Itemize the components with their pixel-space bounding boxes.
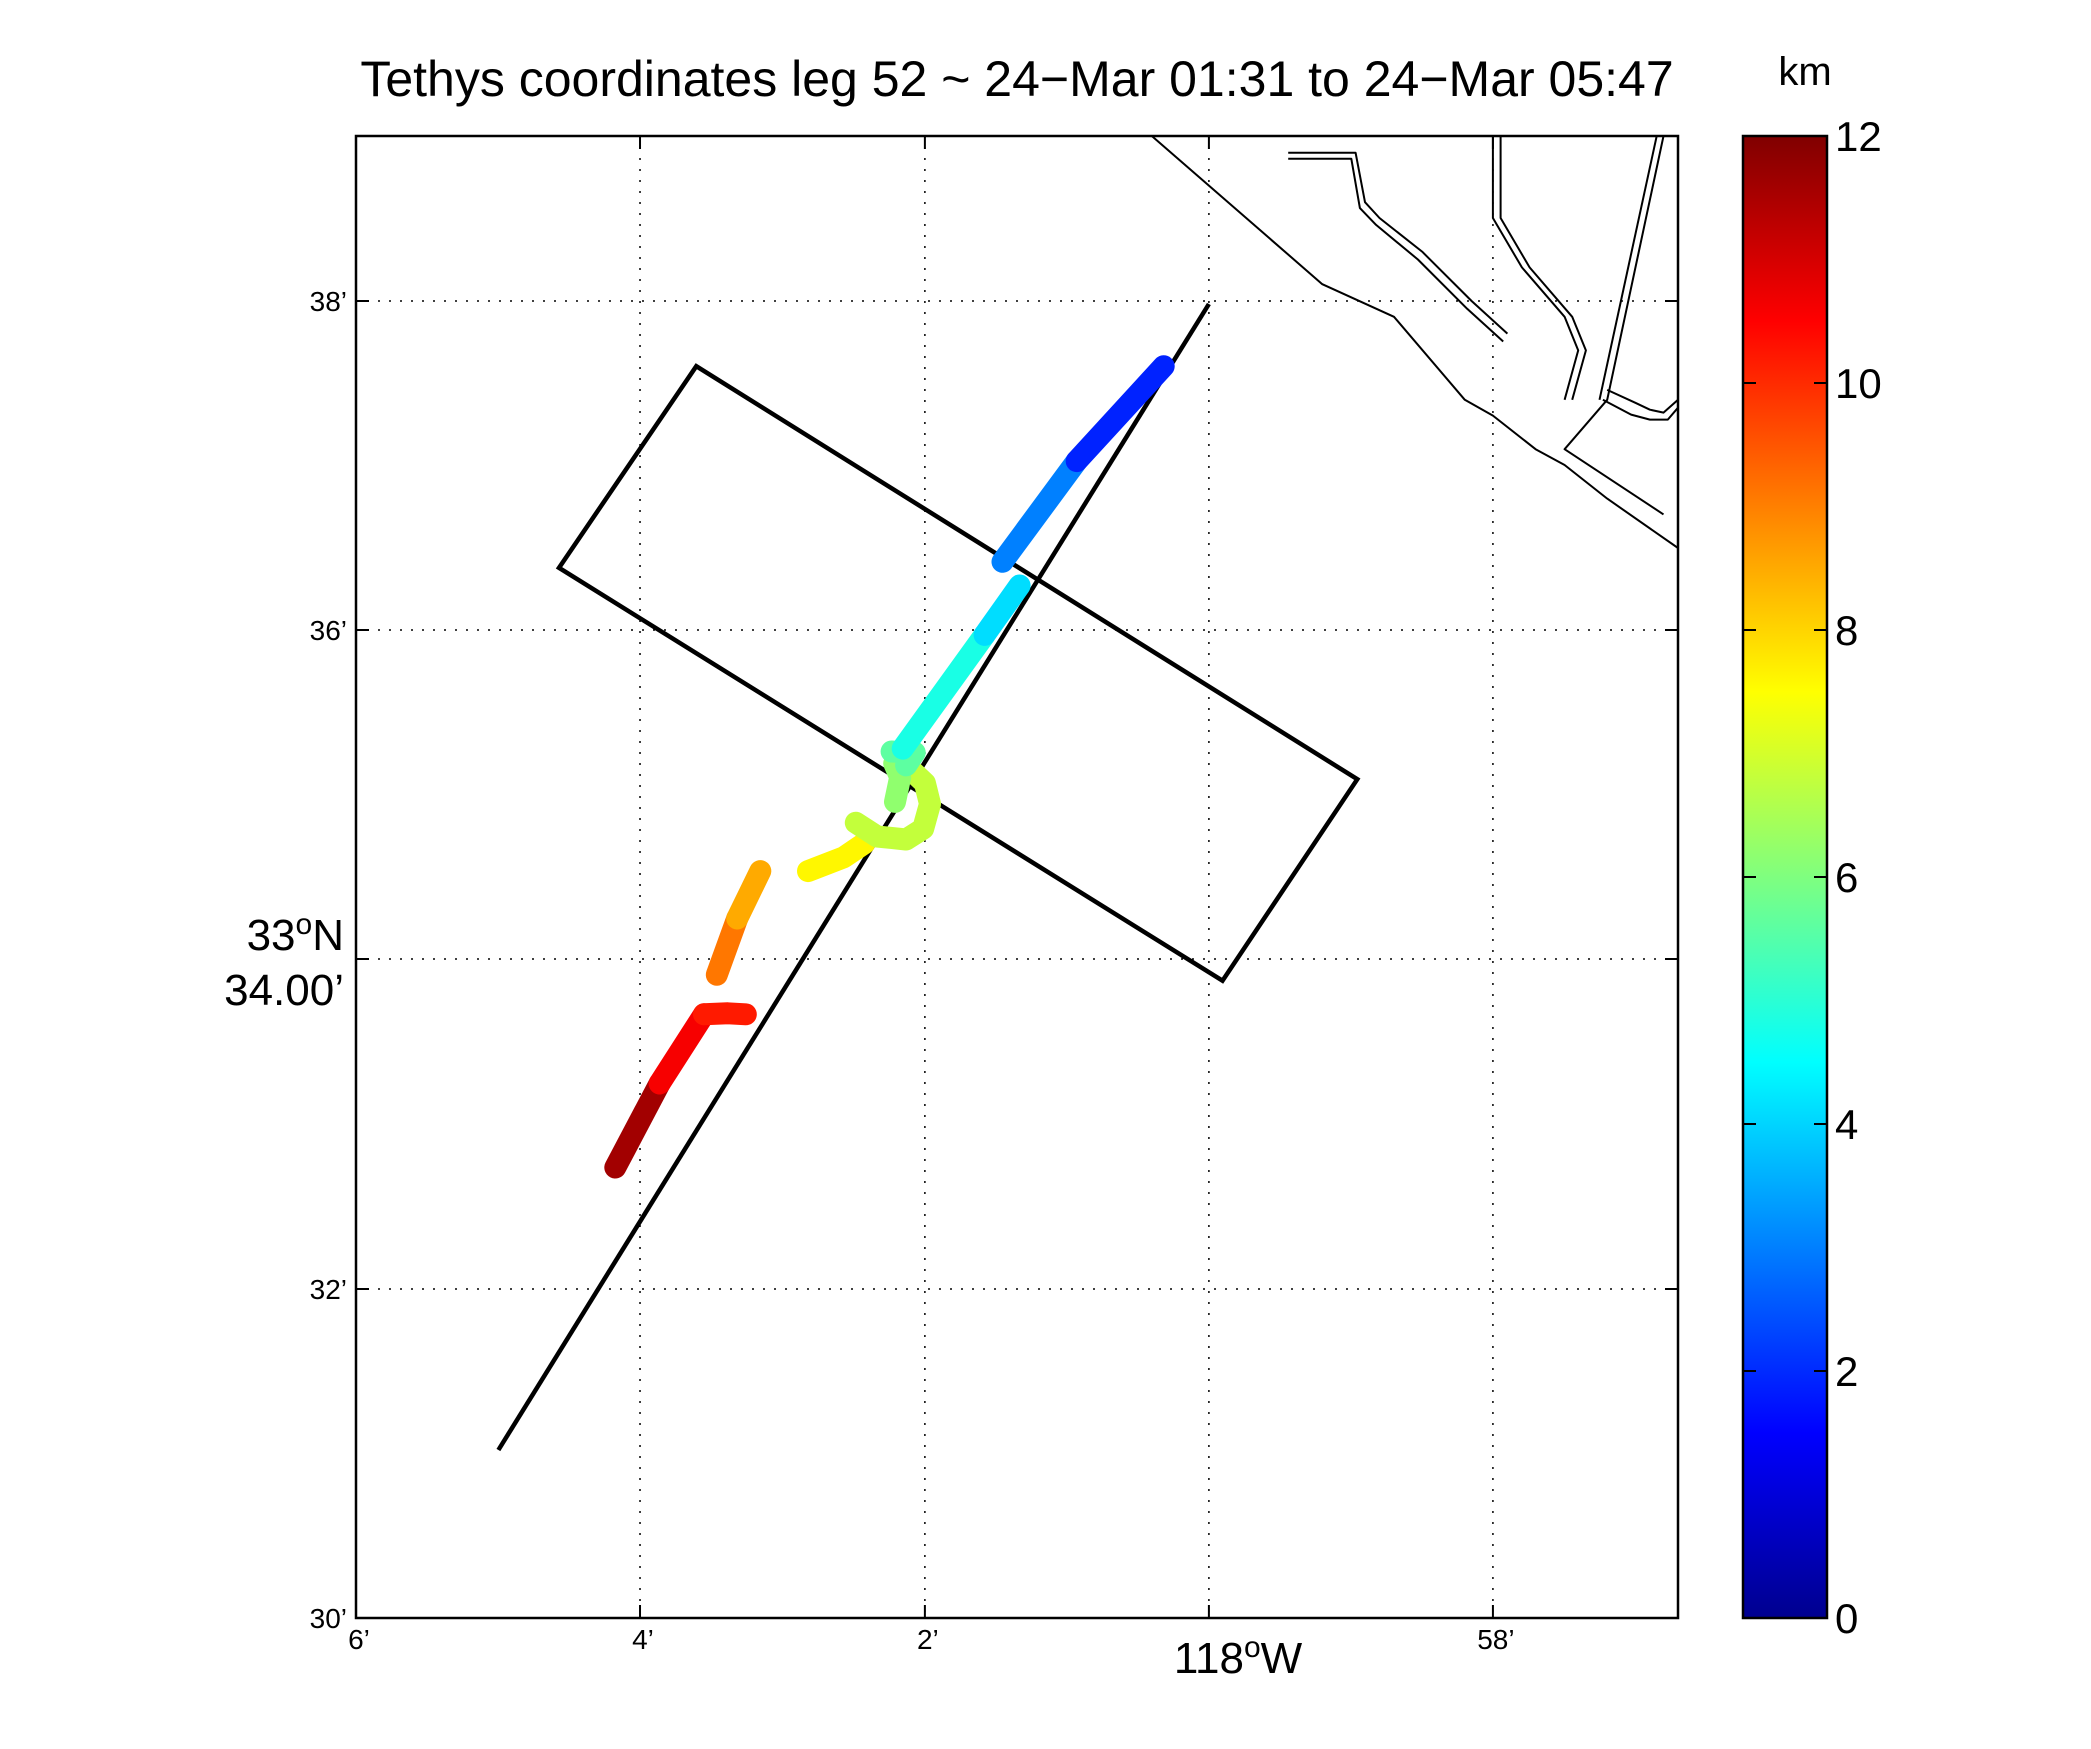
- track-segment: [991, 450, 1088, 573]
- colorbar-tick-label: 12: [1835, 113, 1882, 160]
- coastline-segment: [1288, 151, 1509, 335]
- coastline-segment: [1563, 136, 1665, 516]
- track-segment: [797, 832, 876, 883]
- track-segment: [726, 860, 772, 930]
- colorbar-tick-label: 6: [1835, 854, 1858, 901]
- y-tick-label: 30’: [310, 1603, 347, 1634]
- chart-title: Tethys coordinates leg 52 ~ 24−Mar 01:31…: [360, 51, 1673, 107]
- track-segment: [693, 1002, 757, 1026]
- coastline-segment: [1151, 136, 1678, 549]
- coastline: [1151, 136, 1678, 549]
- colorbar-tick-label: 10: [1835, 360, 1882, 407]
- plot-frame: [354, 134, 1680, 1620]
- coastline-segment: [1606, 388, 1678, 414]
- y-tick-label: 36’: [310, 615, 347, 646]
- track-segment: [973, 574, 1031, 646]
- x-tick-label: 4’: [632, 1624, 654, 1655]
- x-major-label: 118oW: [1174, 1631, 1303, 1683]
- y-major-label-minutes: 34.00’: [224, 966, 344, 1015]
- coastline-segment: [1288, 157, 1504, 343]
- x-tick-labels: 6’ 4’ 2’ 58’: [348, 1624, 1515, 1655]
- planned-track-line: [496, 302, 1211, 1452]
- track-segment: [648, 1003, 715, 1095]
- y-tick-label: 32’: [310, 1274, 347, 1305]
- colorbar-label: km: [1778, 50, 1831, 94]
- coastline-segment: [1602, 398, 1678, 421]
- track-segment: [844, 754, 941, 851]
- track-segment: [604, 1072, 671, 1179]
- grid-lines: [356, 136, 1678, 1618]
- track-segment: [1065, 355, 1175, 473]
- colorbar-tick-label: 8: [1835, 607, 1858, 654]
- colorbar-tick-label: 4: [1835, 1101, 1858, 1148]
- colorbar: [1741, 134, 1829, 1620]
- survey-box: [555, 363, 1361, 984]
- x-tick-label: 6’: [348, 1624, 370, 1655]
- x-tick-label: 2’: [917, 1624, 939, 1655]
- y-tick-label: 38’: [310, 286, 347, 317]
- colorbar-ticks: 0 2 4 6 8 10 12: [1743, 113, 1882, 1642]
- axis-ticks: [355, 136, 1678, 1619]
- y-major-label-degrees: 33oN: [247, 908, 344, 960]
- vehicle-track: [604, 355, 1175, 1179]
- coastline-segment: [1499, 136, 1587, 401]
- y-tick-labels: 30’ 32’ 36’ 38’: [310, 286, 347, 1634]
- coastline-segment: [1491, 136, 1580, 401]
- track-segment: [891, 623, 996, 760]
- colorbar-tick-label: 2: [1835, 1348, 1858, 1395]
- coastline-segment: [1598, 136, 1658, 401]
- x-tick-label: 58’: [1477, 1624, 1514, 1655]
- colorbar-tick-label: 0: [1835, 1595, 1858, 1642]
